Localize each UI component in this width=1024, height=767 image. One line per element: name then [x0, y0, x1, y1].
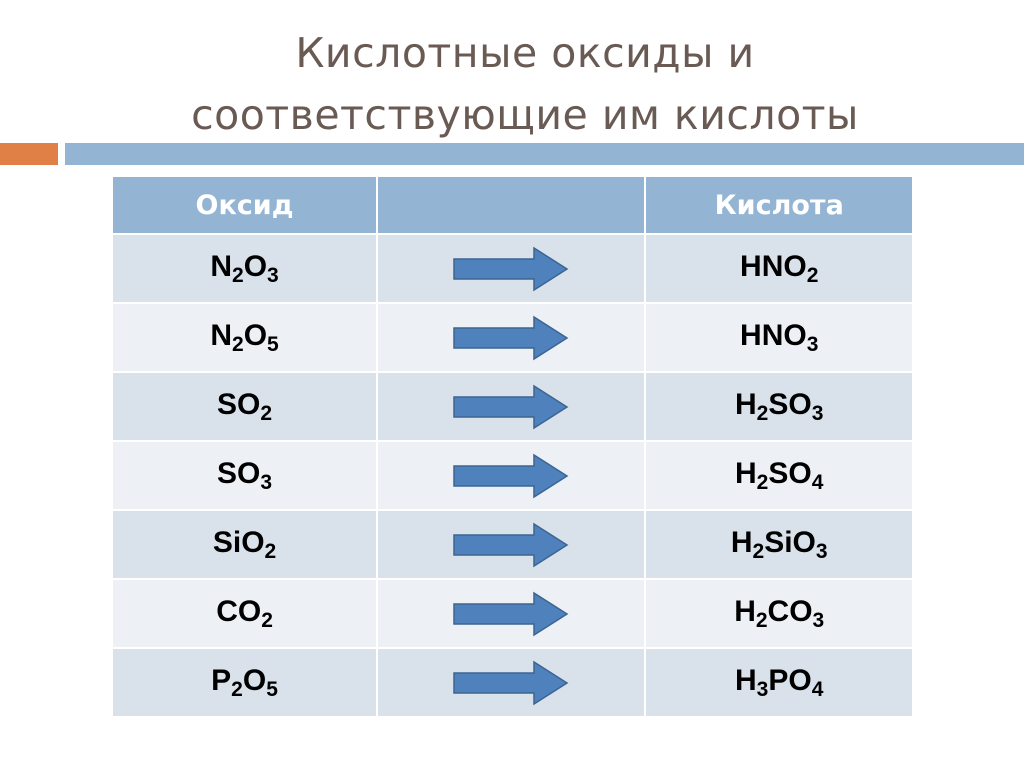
oxide-formula: N2O5: [110, 302, 379, 373]
oxide-formula: SO2: [110, 371, 379, 442]
oxide-formula: CO2: [110, 578, 379, 649]
acid-formula: HNO3: [644, 302, 914, 373]
acid-formula: H3PO4: [644, 647, 914, 718]
right-arrow-icon: [453, 591, 569, 636]
table-row: N2O3 HNO2: [110, 233, 914, 304]
right-arrow-icon: [453, 315, 569, 360]
right-arrow-icon: [453, 522, 569, 567]
oxide-formula: N2O3: [110, 233, 379, 304]
oxide-formula: P2O5: [110, 647, 379, 718]
acid-formula: HNO2: [644, 233, 914, 304]
slide-title: Кислотные оксиды и соответствующие им ки…: [0, 22, 1024, 146]
table-header-row: Оксид Кислота: [110, 175, 914, 235]
oxide-formula: SO3: [110, 440, 379, 511]
acid-formula: H2SiO3: [644, 509, 914, 580]
arrow-cell: [376, 647, 647, 718]
oxide-formula: SiO2: [110, 509, 379, 580]
arrow-cell: [376, 233, 647, 304]
arrow-cell: [376, 509, 647, 580]
table-row: SiO2 H2SiO3: [110, 509, 914, 580]
title-line-2: соответствующие им кислоты: [191, 91, 859, 139]
right-arrow-icon: [453, 453, 569, 498]
table-row: CO2 H2CO3: [110, 578, 914, 649]
arrow-cell: [376, 440, 647, 511]
acid-formula: H2SO3: [644, 371, 914, 442]
accent-bar-orange: [0, 143, 58, 165]
table-row: SO2 H2SO3: [110, 371, 914, 442]
right-arrow-icon: [453, 384, 569, 429]
arrow-cell: [376, 302, 647, 373]
oxides-acids-table: Оксид Кислота N2O3 HNO2 N2O5 HNO3 SO2 H2SO3 SO…: [110, 175, 914, 718]
arrow-cell: [376, 578, 647, 649]
acid-formula: H2SO4: [644, 440, 914, 511]
header-acid: Кислота: [644, 175, 914, 235]
header-arrow: [376, 175, 647, 235]
header-oxide: Оксид: [110, 175, 379, 235]
table-row: N2O5 HNO3: [110, 302, 914, 373]
acid-formula: H2CO3: [644, 578, 914, 649]
table-row: P2O5 H3PO4: [110, 647, 914, 718]
right-arrow-icon: [453, 246, 569, 291]
arrow-cell: [376, 371, 647, 442]
table-row: SO3 H2SO4: [110, 440, 914, 511]
accent-bar-blue: [65, 143, 1024, 165]
right-arrow-icon: [453, 660, 569, 705]
title-line-1: Кислотные оксиды и: [295, 29, 755, 77]
